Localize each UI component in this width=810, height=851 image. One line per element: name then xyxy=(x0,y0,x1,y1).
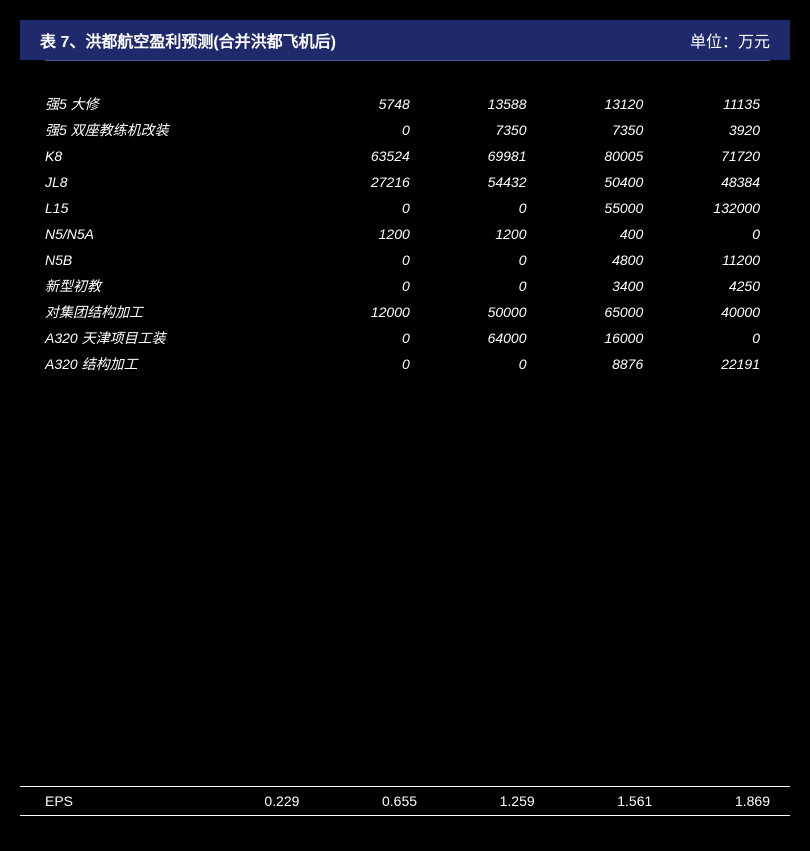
eps-value-2: 0.655 xyxy=(319,793,437,809)
eps-label: EPS xyxy=(20,793,202,809)
row-value-2: 0 xyxy=(420,247,537,273)
row-value-1: 0 xyxy=(303,247,420,273)
row-value-2: 0 xyxy=(420,351,537,377)
row-label: JL8 xyxy=(45,169,303,195)
row-value-4: 40000 xyxy=(653,299,770,325)
row-value-3: 80005 xyxy=(537,143,654,169)
row-value-1: 5748 xyxy=(303,91,420,117)
eps-value-1: 0.229 xyxy=(202,793,320,809)
row-value-2: 54432 xyxy=(420,169,537,195)
row-value-2: 0 xyxy=(420,195,537,221)
row-value-4: 0 xyxy=(653,325,770,351)
eps-value-5: 1.869 xyxy=(672,793,790,809)
row-value-3: 50400 xyxy=(537,169,654,195)
row-value-4: 11135 xyxy=(653,91,770,117)
row-value-2: 69981 xyxy=(420,143,537,169)
row-value-4: 3920 xyxy=(653,117,770,143)
table-content: 强5 大修5748135881312011135强5 双座教练机改装073507… xyxy=(0,61,810,377)
row-value-3: 16000 xyxy=(537,325,654,351)
row-value-2: 7350 xyxy=(420,117,537,143)
table-row: N5B00480011200 xyxy=(45,247,770,273)
row-label: 强5 双座教练机改装 xyxy=(45,117,303,143)
row-label: 对集团结构加工 xyxy=(45,299,303,325)
row-value-2: 1200 xyxy=(420,221,537,247)
row-value-1: 0 xyxy=(303,351,420,377)
row-value-1: 12000 xyxy=(303,299,420,325)
row-value-3: 8876 xyxy=(537,351,654,377)
row-value-3: 55000 xyxy=(537,195,654,221)
row-value-4: 11200 xyxy=(653,247,770,273)
row-label: N5/N5A xyxy=(45,221,303,247)
table-row: 对集团结构加工12000500006500040000 xyxy=(45,299,770,325)
table-row: A320 天津项目工装064000160000 xyxy=(45,325,770,351)
table-row: A320 结构加工00887622191 xyxy=(45,351,770,377)
table-row: 新型初教0034004250 xyxy=(45,273,770,299)
row-label: K8 xyxy=(45,143,303,169)
row-label: N5B xyxy=(45,247,303,273)
row-value-2: 64000 xyxy=(420,325,537,351)
row-value-3: 65000 xyxy=(537,299,654,325)
table-title: 表 7、洪都航空盈利预测(合并洪都飞机后) xyxy=(40,28,336,52)
table-row: JL827216544325040048384 xyxy=(45,169,770,195)
row-value-2: 0 xyxy=(420,273,537,299)
row-value-4: 48384 xyxy=(653,169,770,195)
table-row: 强5 双座教练机改装0735073503920 xyxy=(45,117,770,143)
row-label: 新型初教 xyxy=(45,273,303,299)
row-value-3: 400 xyxy=(537,221,654,247)
table-header-bar: 表 7、洪都航空盈利预测(合并洪都飞机后) 单位：万元 xyxy=(20,20,790,60)
row-value-4: 71720 xyxy=(653,143,770,169)
row-label: L15 xyxy=(45,195,303,221)
row-value-1: 0 xyxy=(303,117,420,143)
eps-row: EPS 0.229 0.655 1.259 1.561 1.869 xyxy=(20,786,790,816)
eps-table: EPS 0.229 0.655 1.259 1.561 1.869 xyxy=(20,793,790,809)
row-value-1: 63524 xyxy=(303,143,420,169)
row-value-1: 27216 xyxy=(303,169,420,195)
row-value-3: 13120 xyxy=(537,91,654,117)
row-value-3: 3400 xyxy=(537,273,654,299)
row-label: 强5 大修 xyxy=(45,91,303,117)
row-label: A320 天津项目工装 xyxy=(45,325,303,351)
row-value-3: 4800 xyxy=(537,247,654,273)
row-value-1: 0 xyxy=(303,325,420,351)
row-value-3: 7350 xyxy=(537,117,654,143)
row-label: A320 结构加工 xyxy=(45,351,303,377)
row-value-4: 22191 xyxy=(653,351,770,377)
row-value-1: 0 xyxy=(303,273,420,299)
row-value-2: 50000 xyxy=(420,299,537,325)
table-row: K863524699818000571720 xyxy=(45,143,770,169)
eps-value-3: 1.259 xyxy=(437,793,555,809)
row-value-1: 0 xyxy=(303,195,420,221)
table-row: 强5 大修5748135881312011135 xyxy=(45,91,770,117)
row-value-1: 1200 xyxy=(303,221,420,247)
eps-value-4: 1.561 xyxy=(555,793,673,809)
row-value-4: 4250 xyxy=(653,273,770,299)
row-value-2: 13588 xyxy=(420,91,537,117)
table-row: L150055000132000 xyxy=(45,195,770,221)
table-row: N5/N5A120012004000 xyxy=(45,221,770,247)
row-value-4: 0 xyxy=(653,221,770,247)
profit-forecast-table: 强5 大修5748135881312011135强5 双座教练机改装073507… xyxy=(45,91,770,377)
row-value-4: 132000 xyxy=(653,195,770,221)
table-unit: 单位：万元 xyxy=(690,28,770,52)
